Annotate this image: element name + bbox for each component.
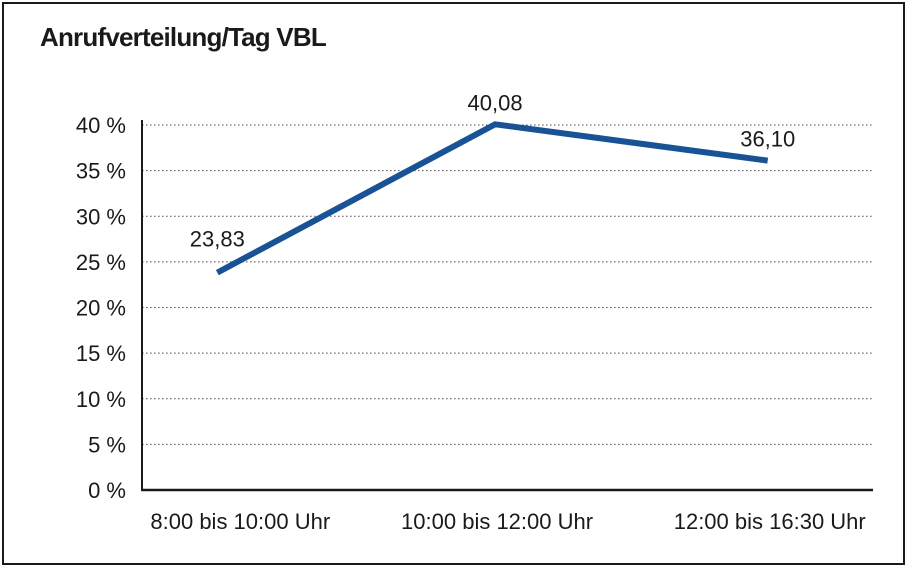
y-tick-label: 25 % — [76, 250, 126, 275]
x-category-label: 8:00 bis 10:00 Uhr — [150, 509, 330, 534]
x-category-label: 12:00 bis 16:30 Uhr — [674, 509, 866, 534]
y-tick-label: 0 % — [88, 478, 126, 503]
data-point-label: 36,10 — [740, 127, 795, 152]
chart-title: Anrufverteilung/Tag VBL — [40, 22, 327, 52]
y-tick-label: 15 % — [76, 341, 126, 366]
data-point-label: 40,08 — [468, 90, 523, 115]
x-category-label: 10:00 bis 12:00 Uhr — [401, 509, 593, 534]
y-tick-label: 5 % — [88, 432, 126, 457]
data-point-label: 23,83 — [190, 227, 245, 252]
data-line-series — [215, 121, 769, 276]
line-chart: 0 % 5 % 10 % 15 % 20 % 25 % 30 % 35 % 40 % 23,83 4… — [76, 90, 873, 534]
y-tick-label: 10 % — [76, 387, 126, 412]
y-tick-label: 30 % — [76, 204, 126, 229]
chart-frame: Anrufverteilung/Tag VBL 0 % 5 % 10 % 15 % 20… — [2, 2, 905, 565]
y-tick-label: 40 % — [76, 113, 126, 138]
y-tick-label: 35 % — [76, 159, 126, 184]
y-tick-label: 20 % — [76, 296, 126, 321]
